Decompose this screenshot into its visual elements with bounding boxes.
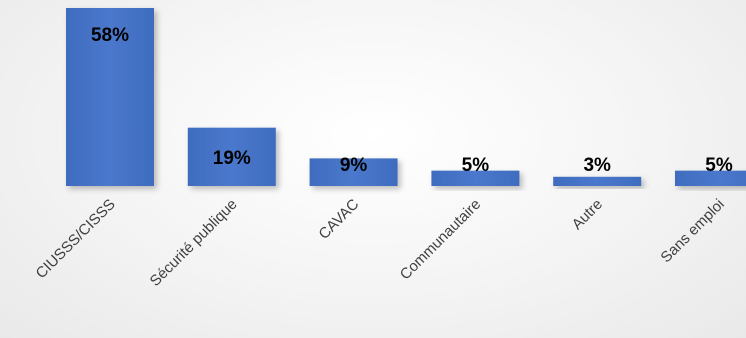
category-label-5: Sans emploi — [657, 196, 727, 266]
data-label-2: 9% — [340, 155, 368, 176]
data-label-4: 3% — [583, 155, 611, 176]
category-label-0: CIUSSS/CISSS — [33, 196, 119, 282]
bar-3 — [431, 170, 520, 186]
category-label-1: Sécurité publique — [147, 196, 241, 290]
bars-group — [66, 8, 746, 186]
data-label-3: 5% — [462, 155, 490, 176]
data-label-5: 5% — [705, 155, 733, 176]
bar-5 — [675, 170, 746, 186]
category-label-4: Autre — [569, 196, 606, 233]
category-label-2: CAVAC — [315, 196, 362, 243]
data-label-1: 19% — [213, 148, 251, 169]
bar-0 — [66, 8, 154, 186]
bar-2 — [309, 158, 398, 186]
data-labels-group: 58% 19% 9% 5% 3% 5% — [91, 25, 733, 176]
bar-1 — [187, 127, 276, 186]
category-labels-group: CIUSSS/CISSS Sécurité publique CAVAC Commun… — [33, 196, 728, 290]
category-label-3: Communautaire — [397, 196, 484, 283]
bar-4 — [553, 176, 642, 186]
data-label-0: 58% — [91, 25, 129, 46]
